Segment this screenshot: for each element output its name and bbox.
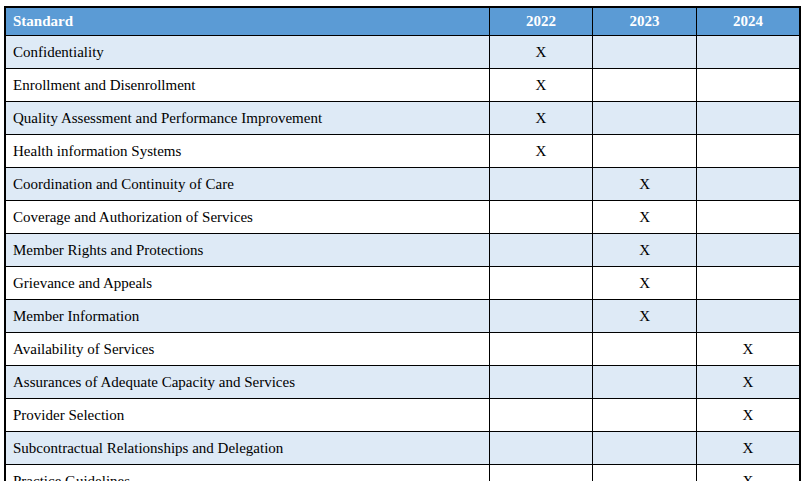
standards-review-table: Standard 2022 2023 2024 Confidentiality …: [4, 6, 801, 481]
table-row: Member Information X: [5, 300, 800, 333]
table-row: Coverage and Authorization of Services X: [5, 201, 800, 234]
year-2022-cell: X: [489, 102, 593, 135]
standard-name-cell: Member Rights and Protections: [5, 234, 489, 267]
year-2024-cell: X: [696, 366, 800, 399]
year-2022-cell: [489, 333, 593, 366]
year-2022-cell: X: [489, 69, 593, 102]
standard-name-cell: Availability of Services: [5, 333, 489, 366]
column-header-2022: 2022: [489, 7, 593, 36]
year-2024-cell: [696, 135, 800, 168]
year-2023-cell: X: [593, 267, 697, 300]
standard-name-cell: Coordination and Continuity of Care: [5, 168, 489, 201]
year-2024-cell: [696, 234, 800, 267]
table-row: Health information Systems X: [5, 135, 800, 168]
year-2023-cell: X: [593, 300, 697, 333]
table-row: Grievance and Appeals X: [5, 267, 800, 300]
table-row: Provider Selection X: [5, 399, 800, 432]
year-2023-cell: [593, 399, 697, 432]
column-header-2023: 2023: [593, 7, 697, 36]
header-row: Standard 2022 2023 2024: [5, 7, 800, 36]
year-2024-cell: X: [696, 432, 800, 465]
standard-name-cell: Health information Systems: [5, 135, 489, 168]
year-2023-cell: [593, 432, 697, 465]
table-row: Availability of Services X: [5, 333, 800, 366]
year-2023-cell: [593, 69, 697, 102]
year-2022-cell: [489, 399, 593, 432]
year-2022-cell: [489, 432, 593, 465]
standard-name-cell: Subcontractual Relationships and Delegat…: [5, 432, 489, 465]
standard-name-cell: Provider Selection: [5, 399, 489, 432]
year-2023-cell: [593, 102, 697, 135]
standard-name-cell: Enrollment and Disenrollment: [5, 69, 489, 102]
year-2022-cell: [489, 300, 593, 333]
year-2022-cell: [489, 366, 593, 399]
year-2024-cell: X: [696, 333, 800, 366]
year-2023-cell: X: [593, 168, 697, 201]
year-2022-cell: X: [489, 36, 593, 69]
column-header-2024: 2024: [696, 7, 800, 36]
standard-name-cell: Coverage and Authorization of Services: [5, 201, 489, 234]
year-2023-cell: [593, 36, 697, 69]
year-2024-cell: X: [696, 399, 800, 432]
year-2024-cell: [696, 168, 800, 201]
year-2022-cell: [489, 465, 593, 481]
table-row: Subcontractual Relationships and Delegat…: [5, 432, 800, 465]
year-2023-cell: [593, 135, 697, 168]
year-2024-cell: [696, 36, 800, 69]
table-row: Coordination and Continuity of Care X: [5, 168, 800, 201]
year-2023-cell: X: [593, 234, 697, 267]
standard-name-cell: Quality Assessment and Performance Impro…: [5, 102, 489, 135]
year-2022-cell: X: [489, 135, 593, 168]
standard-name-cell: Confidentiality: [5, 36, 489, 69]
year-2022-cell: [489, 201, 593, 234]
table-row: Enrollment and Disenrollment X: [5, 69, 800, 102]
table-row: Assurances of Adequate Capacity and Serv…: [5, 366, 800, 399]
standard-name-cell: Grievance and Appeals: [5, 267, 489, 300]
year-2024-cell: [696, 201, 800, 234]
table-row: Member Rights and Protections X: [5, 234, 800, 267]
year-2023-cell: [593, 465, 697, 481]
table-row: Confidentiality X: [5, 36, 800, 69]
year-2023-cell: X: [593, 201, 697, 234]
year-2023-cell: [593, 366, 697, 399]
year-2022-cell: [489, 168, 593, 201]
table-row: Quality Assessment and Performance Impro…: [5, 102, 800, 135]
standards-review-table-container: Standard 2022 2023 2024 Confidentiality …: [4, 6, 801, 481]
table-body: Confidentiality X Enrollment and Disenro…: [5, 36, 800, 481]
standard-name-cell: Practice Guidelines: [5, 465, 489, 481]
year-2024-cell: [696, 102, 800, 135]
year-2022-cell: [489, 234, 593, 267]
column-header-standard: Standard: [5, 7, 489, 36]
year-2023-cell: [593, 333, 697, 366]
table-row: Practice Guidelines X: [5, 465, 800, 481]
year-2022-cell: [489, 267, 593, 300]
standard-name-cell: Member Information: [5, 300, 489, 333]
year-2024-cell: [696, 300, 800, 333]
table-header: Standard 2022 2023 2024: [5, 7, 800, 36]
standard-name-cell: Assurances of Adequate Capacity and Serv…: [5, 366, 489, 399]
year-2024-cell: [696, 267, 800, 300]
year-2024-cell: [696, 69, 800, 102]
year-2024-cell: X: [696, 465, 800, 481]
